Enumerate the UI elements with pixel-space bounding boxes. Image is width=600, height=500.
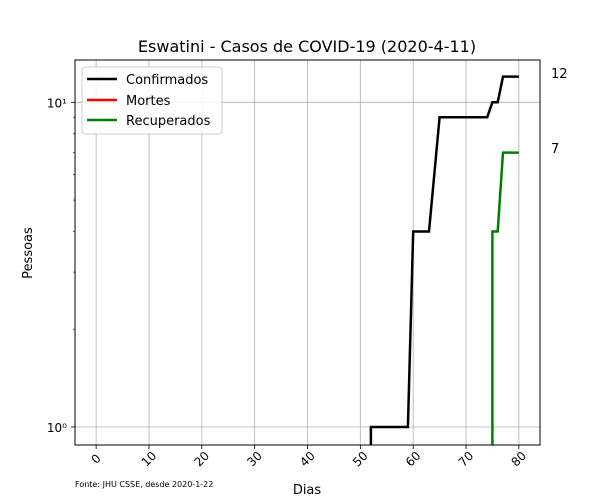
y-axis-label: Pessoas [21, 227, 36, 279]
source-note: Fonte: JHU CSSE, desde 2020-1-22 [75, 480, 213, 489]
series-line-recuperados [491, 151, 519, 445]
x-tick-label: 60 [403, 449, 424, 470]
series-lines [369, 75, 519, 445]
x-axis-label: Dias [293, 483, 322, 498]
x-tick-label: 0 [88, 451, 103, 466]
legend-label-mortes: Mortes [126, 94, 171, 109]
legend-label-recuperados: Recuperados [126, 114, 211, 129]
x-tick-label: 80 [509, 449, 530, 470]
legend: Confirmados Mortes Recuperados [81, 66, 223, 135]
x-tick-label: 70 [456, 449, 477, 470]
x-tick-label: 30 [244, 449, 265, 470]
series-line-confirmados [369, 75, 519, 445]
y-tick-label: 10⁰ [47, 421, 67, 435]
legend-box [81, 66, 223, 135]
chart-title: Eswatini - Casos de COVID-19 (2020-4-11) [138, 37, 476, 56]
legend-label-confirmados: Confirmados [126, 73, 208, 88]
y-tick-label: 10¹ [47, 96, 67, 110]
end-label-recuperados: 7 [551, 142, 559, 157]
x-tick-label: 50 [350, 449, 371, 470]
end-label-confirmados: 12 [551, 67, 568, 82]
x-tick-label: 40 [297, 449, 318, 470]
y-axis-ticks: 10⁰ 10¹ [47, 96, 75, 435]
x-tick-label: 20 [191, 449, 212, 470]
x-tick-label: 10 [139, 449, 160, 470]
x-axis-ticks: 0 10 20 30 40 50 60 70 80 [88, 445, 529, 469]
